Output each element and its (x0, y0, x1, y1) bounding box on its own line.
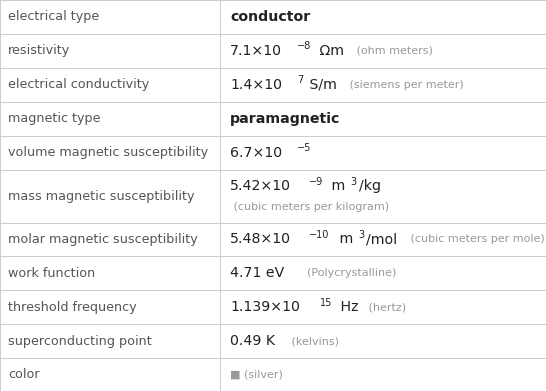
Text: −9: −9 (308, 177, 323, 187)
Text: magnetic type: magnetic type (8, 112, 100, 125)
Text: 5.42×10: 5.42×10 (230, 179, 291, 194)
Text: threshold frequency: threshold frequency (8, 301, 136, 314)
Text: m: m (327, 179, 346, 194)
Text: (cubic meters per mole): (cubic meters per mole) (407, 235, 544, 244)
Text: −10: −10 (308, 230, 329, 240)
Text: 3: 3 (351, 177, 357, 187)
Text: 1.139×10: 1.139×10 (230, 300, 300, 314)
Text: 5.48×10: 5.48×10 (230, 233, 291, 246)
Text: color: color (8, 368, 40, 381)
Text: Hz: Hz (336, 300, 359, 314)
Text: −5: −5 (297, 143, 312, 153)
Text: (ohm meters): (ohm meters) (353, 46, 433, 56)
Text: 1.4×10: 1.4×10 (230, 78, 282, 92)
Text: (cubic meters per kilogram): (cubic meters per kilogram) (230, 202, 389, 212)
Text: (siemens per meter): (siemens per meter) (346, 80, 464, 90)
Text: 15: 15 (320, 298, 333, 308)
Text: 7: 7 (297, 75, 304, 85)
Text: S/m: S/m (305, 78, 337, 92)
Text: 4.71 eV: 4.71 eV (230, 266, 284, 280)
Text: −8: −8 (297, 41, 311, 51)
Text: /mol: /mol (366, 233, 397, 246)
Text: (Polycrystalline): (Polycrystalline) (300, 268, 396, 278)
Text: 3: 3 (359, 230, 365, 240)
Text: mass magnetic susceptibility: mass magnetic susceptibility (8, 190, 194, 203)
Text: m: m (335, 233, 353, 246)
Text: 0.49 K: 0.49 K (230, 334, 275, 348)
Text: work function: work function (8, 267, 95, 280)
Text: molar magnetic susceptibility: molar magnetic susceptibility (8, 233, 198, 246)
Text: 7.1×10: 7.1×10 (230, 44, 282, 58)
Text: resistivity: resistivity (8, 44, 70, 57)
Text: volume magnetic susceptibility: volume magnetic susceptibility (8, 146, 208, 159)
Text: paramagnetic: paramagnetic (230, 112, 340, 126)
Text: /kg: /kg (359, 179, 381, 194)
Text: electrical conductivity: electrical conductivity (8, 78, 149, 91)
Text: 6.7×10: 6.7×10 (230, 145, 282, 160)
Text: electrical type: electrical type (8, 11, 99, 23)
Text: superconducting point: superconducting point (8, 335, 152, 348)
Text: (kelvins): (kelvins) (288, 336, 339, 346)
Text: conductor: conductor (230, 10, 310, 24)
Text: ■ (silver): ■ (silver) (230, 369, 283, 380)
Text: Ωm: Ωm (316, 44, 345, 58)
Text: (hertz): (hertz) (365, 302, 406, 312)
